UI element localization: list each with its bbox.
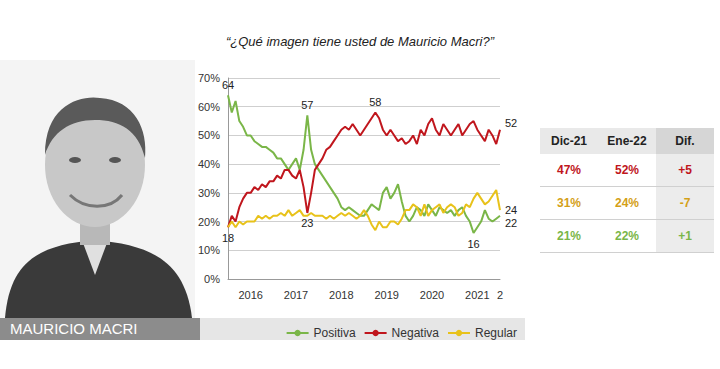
html-text:+5: +5	[678, 163, 692, 177]
svg-text:Negativa: Negativa	[392, 326, 440, 340]
html-text:22%: 22%	[615, 229, 639, 243]
svg-text:Positiva: Positiva	[314, 326, 356, 340]
html-text:“¿Qué imagen tiene usted de Ma: “¿Qué imagen tiene usted de Mauricio Mac…	[226, 34, 494, 49]
svg-text:2017: 2017	[284, 289, 308, 301]
svg-text:60%: 60%	[198, 101, 220, 113]
html-text:+1: +1	[678, 229, 692, 243]
svg-text:57: 57	[301, 99, 313, 111]
html-text:Ene-22: Ene-22	[607, 134, 647, 148]
svg-text:23: 23	[301, 217, 313, 229]
svg-text:2016: 2016	[238, 289, 262, 301]
svg-text:2019: 2019	[374, 289, 398, 301]
svg-text:2018: 2018	[329, 289, 353, 301]
html-text:MAURICIO MACRI: MAURICIO MACRI	[10, 320, 138, 337]
svg-text:2021: 2021	[465, 289, 489, 301]
html-text:24%: 24%	[615, 196, 639, 210]
svg-text:10%: 10%	[198, 244, 220, 256]
svg-text:30%: 30%	[198, 187, 220, 199]
svg-text:40%: 40%	[198, 158, 220, 170]
html-text:Dic-21: Dic-21	[551, 134, 587, 148]
svg-text:50%: 50%	[198, 129, 220, 141]
svg-text:2: 2	[497, 289, 503, 301]
svg-text:18: 18	[222, 232, 234, 244]
html-text:52%: 52%	[615, 163, 639, 177]
svg-text:0%: 0%	[204, 273, 220, 285]
html-text:-7: -7	[679, 196, 691, 210]
html-text:31%: 31%	[557, 196, 581, 210]
svg-text:16: 16	[467, 238, 479, 250]
svg-text:20%: 20%	[198, 216, 220, 228]
svg-text:2020: 2020	[420, 289, 444, 301]
svg-text:52: 52	[505, 117, 517, 129]
svg-text:64: 64	[222, 79, 234, 91]
html-text:Dif.: Dif.	[675, 134, 695, 148]
svg-text:Regular: Regular	[475, 326, 517, 340]
svg-text:22: 22	[505, 217, 517, 229]
html-text:21%: 21%	[557, 229, 581, 243]
svg-text:24: 24	[505, 204, 517, 216]
svg-text:58: 58	[369, 96, 381, 108]
svg-text:70%: 70%	[198, 72, 220, 84]
html-text:47%: 47%	[557, 163, 581, 177]
